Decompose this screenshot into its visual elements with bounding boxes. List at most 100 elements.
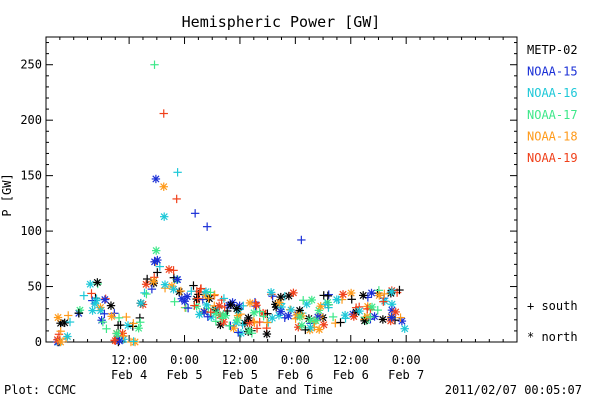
point-noaa-17	[114, 313, 124, 323]
point-noaa-16	[92, 294, 101, 304]
point-noaa-19	[252, 324, 262, 333]
point-noaa-16	[341, 314, 350, 323]
point-noaa-18	[315, 325, 324, 334]
legend-entry-noaa-19: NOAA-19	[527, 151, 578, 165]
point-noaa-16	[136, 298, 146, 308]
point-noaa-17	[225, 321, 234, 330]
point-metp-02	[106, 301, 116, 310]
point-noaa-18	[245, 298, 255, 308]
legend-marker-north: * north	[527, 330, 578, 344]
point-metp-02	[323, 291, 333, 301]
point-metp-02	[169, 273, 179, 282]
point-noaa-19	[193, 294, 202, 303]
point-metp-02	[262, 329, 272, 339]
point-noaa-18	[262, 318, 272, 327]
point-metp-02	[301, 325, 310, 335]
point-noaa-18	[64, 311, 73, 320]
x-tick-date: Feb 6	[333, 368, 369, 382]
point-noaa-16	[332, 295, 341, 304]
point-noaa-15	[180, 297, 189, 306]
point-noaa-16	[268, 313, 277, 323]
x-axis-label: Date and Time	[239, 383, 333, 397]
point-noaa-18	[53, 313, 63, 322]
point-noaa-16	[387, 287, 396, 297]
point-noaa-16	[355, 306, 364, 316]
y-axis: 0 50 100 150 200 250	[20, 42, 517, 349]
point-noaa-15	[284, 311, 293, 321]
point-noaa-17	[218, 310, 228, 320]
legend-entry-noaa-16: NOAA-16	[527, 86, 578, 100]
point-noaa-16	[140, 288, 149, 298]
point-noaa-19	[110, 335, 119, 345]
point-noaa-16	[86, 279, 95, 289]
point-noaa-15	[150, 257, 159, 267]
point-noaa-18	[204, 294, 213, 303]
point-noaa-18	[122, 312, 131, 322]
point-noaa-15	[397, 316, 407, 326]
legend-entry-metp-02: METP-02	[527, 43, 578, 57]
point-noaa-17	[102, 324, 111, 333]
point-noaa-19	[391, 307, 400, 317]
point-metp-02	[93, 278, 102, 287]
point-metp-02	[189, 281, 198, 290]
x-tick-date: Feb 7	[388, 368, 424, 382]
point-noaa-16	[219, 294, 229, 303]
point-noaa-18	[129, 319, 138, 328]
point-noaa-15	[100, 295, 110, 304]
point-noaa-18	[176, 286, 186, 296]
x-tick-time: 12:00	[222, 353, 258, 367]
point-noaa-19	[87, 289, 96, 298]
point-noaa-17	[373, 305, 382, 315]
x-tick-date: Feb 4	[111, 368, 147, 382]
point-noaa-17	[150, 60, 159, 69]
point-noaa-15	[100, 309, 109, 319]
point-noaa-16	[79, 291, 89, 300]
point-noaa-15	[387, 313, 396, 322]
point-noaa-17	[328, 312, 338, 322]
point-noaa-16	[306, 323, 315, 333]
point-noaa-17	[245, 326, 254, 336]
point-noaa-18	[380, 289, 389, 299]
point-noaa-15	[147, 284, 157, 294]
point-metp-02	[378, 315, 388, 324]
point-metp-02	[153, 268, 162, 277]
point-noaa-16	[169, 285, 178, 294]
point-noaa-16	[238, 320, 247, 330]
point-noaa-15	[115, 336, 124, 346]
point-noaa-15	[233, 328, 243, 337]
point-noaa-18	[56, 337, 65, 347]
legend-entry-noaa-15: NOAA-15	[527, 65, 578, 79]
point-noaa-19	[172, 194, 181, 204]
point-metp-02	[74, 308, 84, 318]
point-metp-02	[142, 274, 152, 284]
point-noaa-17	[211, 309, 221, 318]
legend-marker-south: + south	[527, 299, 578, 313]
point-noaa-16	[123, 321, 133, 330]
point-noaa-17	[249, 308, 259, 317]
x-tick-time: 12:00	[111, 353, 147, 367]
point-metp-02	[244, 313, 253, 323]
point-metp-02	[284, 291, 294, 301]
point-noaa-17	[170, 297, 179, 306]
x-tick-time: 0:00	[170, 353, 199, 367]
point-noaa-16	[65, 317, 75, 327]
point-noaa-16	[160, 280, 170, 289]
x-tick-time: 12:00	[333, 353, 369, 367]
point-noaa-15	[367, 288, 376, 298]
point-noaa-18	[149, 277, 158, 286]
footer-plot-credit: Plot: CCMC	[4, 383, 76, 397]
point-noaa-16	[129, 337, 138, 346]
x-tick-date: Feb 5	[166, 368, 202, 382]
point-noaa-17	[366, 312, 375, 322]
point-noaa-17	[98, 317, 108, 327]
point-noaa-19	[196, 284, 206, 293]
point-noaa-16	[400, 324, 409, 333]
point-noaa-16	[173, 168, 182, 177]
point-noaa-15	[173, 275, 182, 284]
point-noaa-18	[56, 327, 65, 336]
point-metp-02	[276, 292, 285, 302]
point-metp-02	[226, 300, 235, 310]
point-noaa-17	[192, 302, 201, 311]
point-noaa-16	[201, 287, 211, 296]
